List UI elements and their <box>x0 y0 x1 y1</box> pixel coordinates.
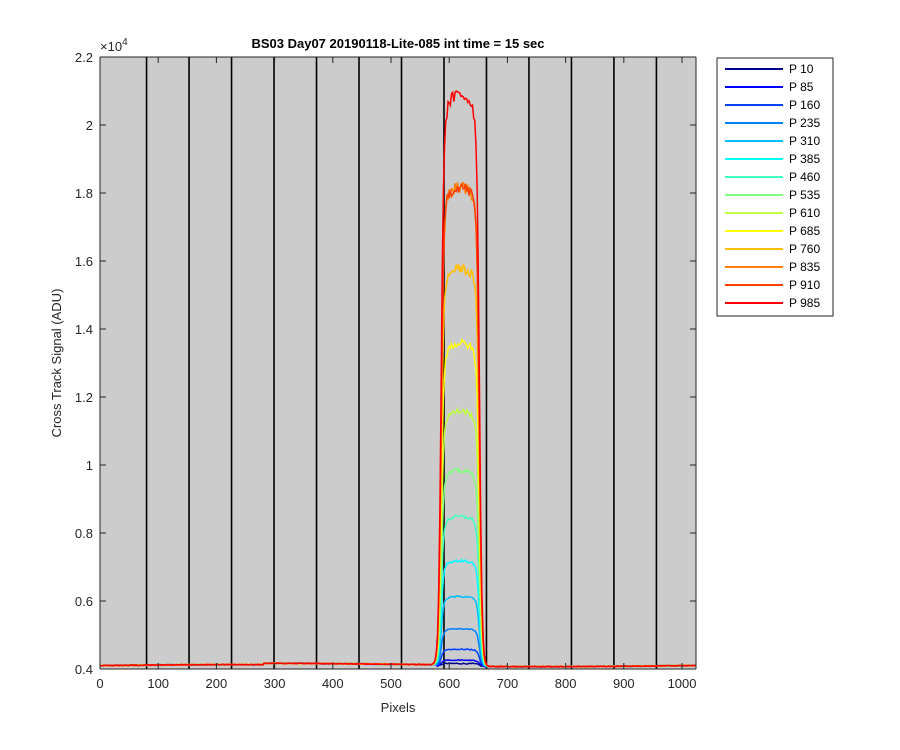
legend-item: P 160 <box>725 98 820 112</box>
legend-label: P 610 <box>789 206 820 220</box>
plot-background <box>100 57 696 669</box>
legend: P 10 P 85 P 160 P 235 P 310 P 385 P 460 P 535 P … <box>716 57 834 317</box>
legend-label: P 10 <box>789 62 814 76</box>
legend-item: P 610 <box>725 206 820 220</box>
series-line-p-985 <box>100 89 696 668</box>
y-tick-label: 2 <box>86 118 93 133</box>
legend-label: P 835 <box>789 260 820 274</box>
legend-item: P 85 <box>725 80 814 94</box>
legend-label: P 235 <box>789 116 820 130</box>
legend-label: P 760 <box>789 242 820 256</box>
y-tick-label: 1.8 <box>75 186 93 201</box>
x-tick-label: 100 <box>147 676 169 691</box>
y-axis-label: Cross Track Signal (ADU) <box>49 289 64 438</box>
legend-label: P 85 <box>789 80 814 94</box>
y-axis-exponent: ×104 <box>100 37 128 54</box>
legend-item: P 385 <box>725 152 820 166</box>
x-tick-label: 0 <box>96 676 103 691</box>
y-tick-label: 1.2 <box>75 390 93 405</box>
legend-item: P 460 <box>725 170 820 184</box>
x-tick-label: 900 <box>613 676 635 691</box>
legend-label: P 535 <box>789 188 820 202</box>
legend-label: P 310 <box>789 134 820 148</box>
legend-label: P 385 <box>789 152 820 166</box>
legend-item: P 235 <box>725 116 820 130</box>
legend-label: P 460 <box>789 170 820 184</box>
y-tick-label: 2.2 <box>75 50 93 65</box>
y-tick-label: 1.4 <box>75 322 93 337</box>
x-axis: 0 100 200 300 400 500 600 700 800 900 1000 <box>96 56 697 691</box>
x-tick-label: 700 <box>497 676 519 691</box>
legend-item: P 835 <box>725 260 820 274</box>
y-tick-label: 1 <box>86 458 93 473</box>
y-tick-label: 1.6 <box>75 254 93 269</box>
y-tick-label: 0.6 <box>75 594 93 609</box>
legend-item: P 535 <box>725 188 820 202</box>
legend-item: P 910 <box>725 278 820 292</box>
legend-label: P 985 <box>789 296 820 310</box>
legend-label: P 910 <box>789 278 820 292</box>
x-tick-label: 300 <box>264 676 286 691</box>
legend-label: P 160 <box>789 98 820 112</box>
x-tick-label: 400 <box>322 676 344 691</box>
legend-item: P 760 <box>725 242 820 256</box>
y-tick-label: 0.8 <box>75 526 93 541</box>
legend-box <box>716 57 834 317</box>
legend-label: P 685 <box>789 224 820 238</box>
legend-item: P 985 <box>725 296 820 310</box>
x-tick-label: 800 <box>555 676 577 691</box>
legend-item: P 10 <box>725 62 814 76</box>
y-axis: 0.4 0.6 0.8 1 1.2 1.4 1.6 1.8 2 2.2 <box>75 50 697 677</box>
x-tick-label: 200 <box>206 676 228 691</box>
x-tick-label: 1000 <box>668 676 697 691</box>
x-axis-label: Pixels <box>381 700 416 715</box>
legend-item: P 310 <box>725 134 820 148</box>
legend-item: P 685 <box>725 224 820 238</box>
y-tick-label: 0.4 <box>75 662 93 677</box>
chart-title: BS03 Day07 20190118-Lite-085 int time = … <box>251 36 544 51</box>
x-tick-label: 600 <box>438 676 460 691</box>
plot-area <box>100 57 696 669</box>
x-tick-label: 500 <box>380 676 402 691</box>
series-lines <box>100 89 696 668</box>
